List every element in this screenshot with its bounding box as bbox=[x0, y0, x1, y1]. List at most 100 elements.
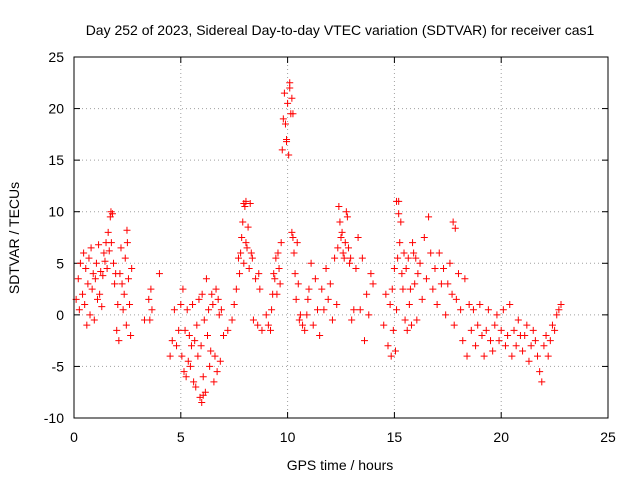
data-point bbox=[242, 239, 250, 247]
data-point bbox=[191, 337, 199, 345]
data-point bbox=[103, 264, 111, 272]
data-point bbox=[237, 249, 245, 257]
data-point bbox=[307, 259, 315, 267]
data-point bbox=[97, 268, 105, 276]
data-point bbox=[248, 254, 256, 262]
data-point bbox=[110, 259, 118, 267]
data-point bbox=[487, 337, 495, 345]
data-point bbox=[484, 306, 492, 314]
data-point bbox=[386, 301, 394, 309]
data-point bbox=[198, 290, 206, 298]
data-point bbox=[246, 199, 254, 207]
data-point bbox=[316, 331, 324, 339]
data-point bbox=[476, 301, 484, 309]
data-point bbox=[344, 244, 352, 252]
data-point bbox=[480, 352, 488, 360]
data-point bbox=[465, 301, 473, 309]
data-point bbox=[175, 326, 183, 334]
data-point bbox=[123, 226, 131, 234]
data-point bbox=[199, 391, 207, 399]
data-point bbox=[274, 249, 282, 257]
data-point bbox=[542, 331, 550, 339]
data-point bbox=[255, 270, 263, 278]
data-point bbox=[304, 295, 312, 303]
data-point bbox=[179, 285, 187, 293]
data-point bbox=[491, 321, 499, 329]
data-point bbox=[148, 306, 156, 314]
data-point bbox=[553, 311, 561, 319]
data-point bbox=[262, 311, 270, 319]
data-point bbox=[437, 280, 445, 288]
data-point bbox=[99, 272, 107, 280]
data-point bbox=[501, 342, 509, 350]
data-point bbox=[155, 270, 163, 278]
data-point bbox=[228, 316, 236, 324]
data-point bbox=[96, 290, 104, 298]
data-point bbox=[93, 295, 101, 303]
data-point bbox=[232, 285, 240, 293]
data-point bbox=[118, 280, 126, 288]
data-point bbox=[504, 331, 512, 339]
data-point bbox=[268, 306, 276, 314]
data-point bbox=[356, 306, 364, 314]
data-point bbox=[115, 337, 123, 345]
x-tick-label: 5 bbox=[177, 429, 185, 445]
data-point bbox=[74, 275, 82, 283]
data-point bbox=[534, 352, 542, 360]
data-point bbox=[193, 321, 201, 329]
data-point bbox=[294, 280, 302, 288]
data-point bbox=[390, 264, 398, 272]
data-point bbox=[168, 337, 176, 345]
data-point bbox=[194, 352, 202, 360]
data-point bbox=[322, 264, 330, 272]
data-point bbox=[482, 326, 490, 334]
data-point bbox=[418, 295, 426, 303]
data-point bbox=[540, 342, 548, 350]
data-points bbox=[72, 79, 565, 407]
data-point bbox=[245, 264, 253, 272]
data-point bbox=[89, 270, 97, 278]
data-point bbox=[402, 264, 410, 272]
data-point bbox=[283, 138, 291, 146]
data-point bbox=[238, 234, 246, 241]
data-point bbox=[123, 239, 131, 247]
data-point bbox=[212, 285, 220, 293]
x-tick-label: 20 bbox=[493, 429, 509, 445]
data-point bbox=[382, 290, 390, 298]
data-point bbox=[425, 213, 433, 221]
data-point bbox=[236, 270, 244, 278]
data-point bbox=[170, 306, 178, 314]
data-point bbox=[536, 368, 544, 376]
data-point bbox=[127, 331, 135, 339]
data-point bbox=[393, 306, 401, 314]
data-point bbox=[177, 301, 185, 309]
data-point bbox=[288, 228, 296, 236]
data-point bbox=[275, 264, 283, 272]
data-point bbox=[510, 326, 518, 334]
data-point bbox=[350, 306, 358, 314]
data-point bbox=[429, 285, 437, 293]
data-point bbox=[531, 337, 539, 345]
data-point bbox=[427, 249, 435, 257]
data-point bbox=[107, 208, 115, 216]
data-point bbox=[105, 247, 113, 255]
data-point bbox=[387, 352, 395, 360]
data-point bbox=[369, 280, 377, 288]
data-point bbox=[241, 203, 249, 211]
data-point bbox=[499, 306, 507, 314]
data-point bbox=[334, 244, 342, 252]
data-point bbox=[342, 208, 350, 216]
data-point bbox=[367, 270, 375, 278]
data-point bbox=[360, 337, 368, 345]
data-point bbox=[120, 290, 128, 298]
y-tick-label: 15 bbox=[48, 152, 64, 168]
data-point bbox=[119, 306, 127, 314]
data-point bbox=[422, 275, 430, 283]
data-point bbox=[478, 331, 486, 339]
data-point bbox=[506, 301, 514, 309]
data-point bbox=[178, 352, 186, 360]
y-tick-label: 0 bbox=[56, 307, 64, 323]
data-point bbox=[431, 264, 439, 272]
data-point bbox=[459, 337, 467, 345]
